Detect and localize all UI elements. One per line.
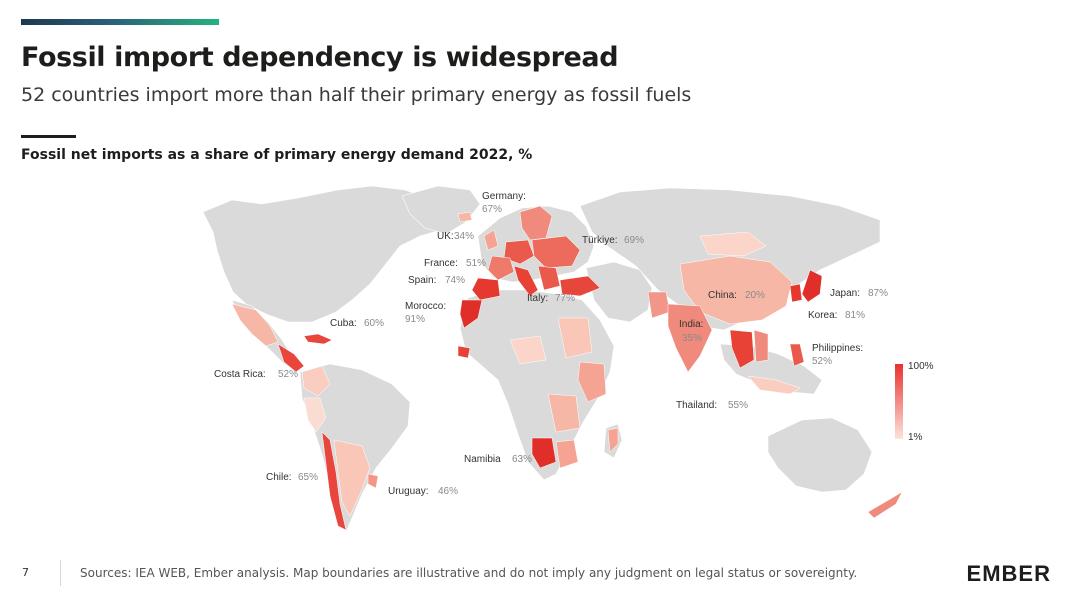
value-korea: 81%	[845, 310, 865, 321]
region-mongolia	[699, 231, 767, 257]
legend-max-label: 100%	[908, 361, 934, 372]
title-divider	[21, 135, 76, 138]
label-spain: Spain:	[408, 275, 436, 286]
region-chile	[321, 431, 347, 531]
region-scandinavia	[519, 205, 553, 241]
label-india: India:	[679, 319, 703, 330]
region-colombia	[301, 365, 331, 397]
import-share-layer	[231, 205, 903, 531]
label-china: China:	[708, 290, 737, 301]
region-iceland	[457, 211, 473, 223]
region-vietnam	[753, 329, 769, 363]
region-peru	[303, 397, 327, 433]
region-west-africa	[457, 345, 471, 359]
region-central-america	[277, 343, 305, 373]
accent-bar	[21, 19, 219, 25]
region-madagascar	[607, 427, 619, 453]
region-china	[679, 255, 793, 325]
region-india	[667, 303, 713, 373]
label-germany: Germany:	[482, 191, 526, 202]
region-sudan	[557, 317, 593, 359]
label-morocco: Morocco:	[405, 301, 446, 312]
label-italy: Italy:	[527, 293, 548, 304]
region-indonesia	[747, 375, 801, 395]
region-sahel	[509, 335, 547, 365]
region-new-zealand	[867, 491, 903, 519]
region-east-africa	[577, 361, 607, 403]
region-balkans	[537, 265, 561, 291]
sources-note: Sources: IEA WEB, Ember analysis. Map bo…	[80, 566, 858, 580]
region-eastern-europe	[531, 235, 581, 269]
value-japan: 87%	[868, 288, 888, 299]
region-southern-africa	[555, 439, 579, 469]
page-subtitle: 52 countries import more than half their…	[21, 84, 692, 106]
label-cuba: Cuba:	[330, 318, 357, 329]
region-france	[487, 255, 515, 281]
legend-min-label: 1%	[908, 432, 923, 443]
value-turkiye: 69%	[624, 235, 644, 246]
region-japan	[801, 269, 823, 303]
value-cuba: 60%	[364, 318, 384, 329]
region-germany	[503, 239, 535, 265]
label-korea: Korea:	[808, 310, 837, 321]
value-philippines: 52%	[812, 356, 832, 367]
region-italy	[513, 265, 539, 297]
land-north-america	[202, 185, 453, 323]
chart-title: Fossil net imports as a share of primary…	[21, 147, 533, 163]
label-turkiye: Türkiye:	[582, 235, 618, 246]
region-thailand	[729, 329, 755, 369]
ember-logo: EMBER	[966, 561, 1051, 586]
region-pakistan	[647, 291, 671, 319]
label-thailand: Thailand:	[676, 400, 717, 411]
color-scale-legend: 100% 1%	[895, 361, 934, 443]
label-chile: Chile:	[266, 472, 292, 483]
label-france: France:	[424, 258, 458, 269]
label-namibia: Namibia	[464, 454, 501, 465]
label-costa-rica: Costa Rica:	[214, 369, 266, 380]
value-italy: 77%	[555, 293, 575, 304]
region-uk	[483, 229, 499, 251]
land-middle-east	[585, 261, 653, 323]
value-germany: 67%	[482, 204, 502, 215]
region-namibia	[531, 437, 557, 469]
value-namibia: 63%	[512, 454, 532, 465]
value-thailand: 55%	[728, 400, 748, 411]
region-caribbean	[303, 333, 333, 345]
region-uruguay	[367, 473, 379, 489]
value-uruguay: 46%	[438, 486, 458, 497]
color-scale-bar	[895, 364, 903, 439]
value-spain: 74%	[445, 275, 465, 286]
label-philippines: Philippines:	[812, 343, 863, 354]
page-title: Fossil import dependency is widespread	[21, 42, 619, 73]
page-number: 7	[22, 566, 29, 579]
region-argentina	[333, 439, 371, 517]
region-turkiye	[559, 275, 601, 297]
label-japan: Japan:	[830, 288, 860, 299]
value-india: 35%	[682, 333, 702, 344]
footer-divider	[60, 560, 61, 586]
region-spain	[471, 277, 501, 301]
label-uk: UK:	[437, 231, 454, 242]
label-uruguay: Uruguay:	[388, 486, 429, 497]
region-mexico	[231, 303, 279, 347]
region-korea	[789, 283, 803, 303]
region-philippines	[789, 343, 805, 367]
value-costa-rica: 52%	[278, 369, 298, 380]
value-china: 20%	[745, 290, 765, 301]
value-france: 51%	[466, 258, 486, 269]
land-australia	[767, 417, 873, 493]
region-central-africa	[547, 393, 581, 433]
value-uk: 34%	[454, 231, 474, 242]
region-morocco	[459, 299, 483, 329]
value-chile: 65%	[298, 472, 318, 483]
value-morocco: 91%	[405, 314, 425, 325]
country-labels: Germany: 67% UK: 34% France: 51% Spain: …	[214, 191, 888, 497]
